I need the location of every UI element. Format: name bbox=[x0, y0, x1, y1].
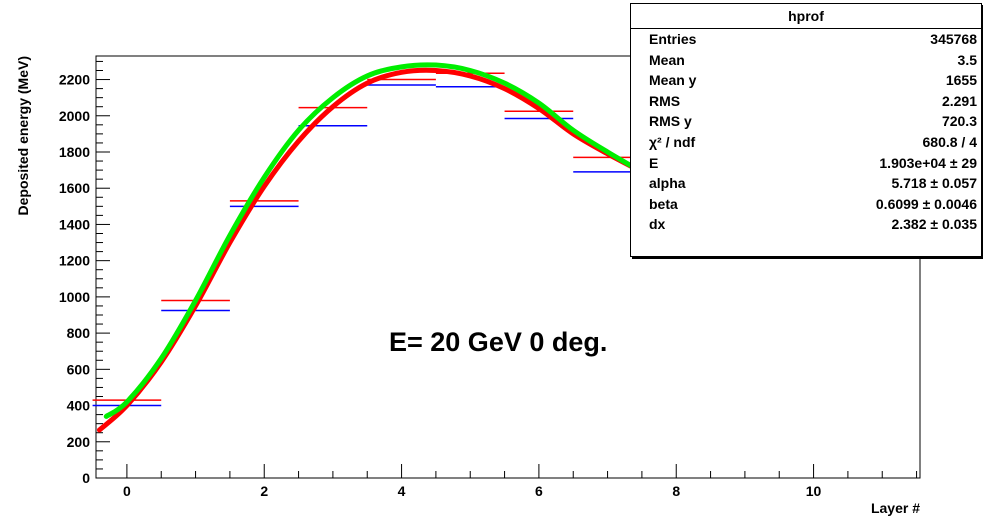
y-tick-label: 2200 bbox=[59, 72, 90, 88]
stats-row-entries: Entries 345768 bbox=[631, 29, 981, 50]
stats-value: 2.382 ± 0.035 bbox=[891, 216, 977, 233]
stats-row-chi2: χ² / ndf 680.8 / 4 bbox=[631, 132, 981, 153]
fit-curve-series-2 bbox=[96, 67, 645, 433]
y-axis-label: Deposited energy (MeV) bbox=[15, 56, 31, 215]
x-axis-label: Layer # bbox=[871, 500, 920, 516]
y-tick-label: 1400 bbox=[59, 216, 90, 232]
stats-label: E bbox=[649, 154, 659, 171]
x-tick-label: 2 bbox=[260, 483, 268, 499]
y-tick-label: 400 bbox=[67, 398, 91, 414]
stats-row-beta: beta 0.6099 ± 0.0046 bbox=[631, 194, 981, 215]
x-tick-label: 6 bbox=[535, 483, 543, 499]
stats-label: Mean bbox=[649, 51, 685, 68]
stats-title: hprof bbox=[631, 4, 981, 29]
y-tick-label: 2000 bbox=[59, 108, 90, 124]
chart-annotation: E= 20 GeV 0 deg. bbox=[389, 327, 608, 357]
y-tick-label: 1200 bbox=[59, 253, 90, 269]
stats-value: 5.718 ± 0.057 bbox=[891, 175, 977, 192]
plot-frame bbox=[95, 55, 921, 479]
stats-value: 720.3 bbox=[941, 113, 977, 130]
stats-value: 3.5 bbox=[957, 51, 977, 68]
x-tick-label: 10 bbox=[806, 483, 822, 499]
stats-row-rms: RMS 2.291 bbox=[631, 91, 981, 112]
stats-box: hprof Entries 345768 Mean 3.5 Mean y 165… bbox=[630, 3, 982, 257]
y-tick-label: 1000 bbox=[59, 289, 90, 305]
stats-label: dx bbox=[649, 216, 666, 233]
stats-row-mean: Mean 3.5 bbox=[631, 50, 981, 71]
stats-row-dx: dx 2.382 ± 0.035 bbox=[631, 214, 981, 235]
fit-curve-series-3 bbox=[103, 62, 645, 419]
stats-row-mean-y: Mean y 1655 bbox=[631, 70, 981, 91]
stats-row-rms-y: RMS y 720.3 bbox=[631, 111, 981, 132]
y-tick-label: 600 bbox=[67, 361, 91, 377]
y-tick-label: 200 bbox=[67, 434, 91, 450]
x-tick-label: 8 bbox=[672, 483, 680, 499]
x-tick-label: 4 bbox=[398, 483, 406, 499]
stats-label: Mean y bbox=[649, 72, 697, 89]
stats-label: Entries bbox=[649, 31, 697, 47]
stats-label: RMS y bbox=[649, 113, 692, 130]
stats-label: χ² / ndf bbox=[649, 133, 696, 150]
y-tick-label: 1600 bbox=[59, 180, 90, 196]
stats-value: 0.6099 ± 0.0046 bbox=[875, 195, 977, 212]
y-tick-label: 1800 bbox=[59, 144, 90, 160]
y-tick-label: 0 bbox=[82, 470, 90, 486]
stats-row-alpha: alpha 5.718 ± 0.057 bbox=[631, 173, 981, 194]
stats-row-e: E 1.903e+04 ± 29 bbox=[631, 153, 981, 174]
x-tick-label: 0 bbox=[123, 483, 131, 499]
stats-value: 1.903e+04 ± 29 bbox=[879, 154, 977, 171]
y-tick-label: 800 bbox=[67, 325, 91, 341]
stats-label: alpha bbox=[649, 175, 686, 192]
stats-value: 1655 bbox=[945, 72, 977, 89]
stats-value: 345768 bbox=[930, 31, 977, 47]
stats-label: RMS bbox=[649, 92, 681, 109]
stats-label: beta bbox=[649, 195, 678, 212]
stats-value: 2.291 bbox=[941, 92, 977, 109]
stats-value: 680.8 / 4 bbox=[922, 133, 978, 150]
